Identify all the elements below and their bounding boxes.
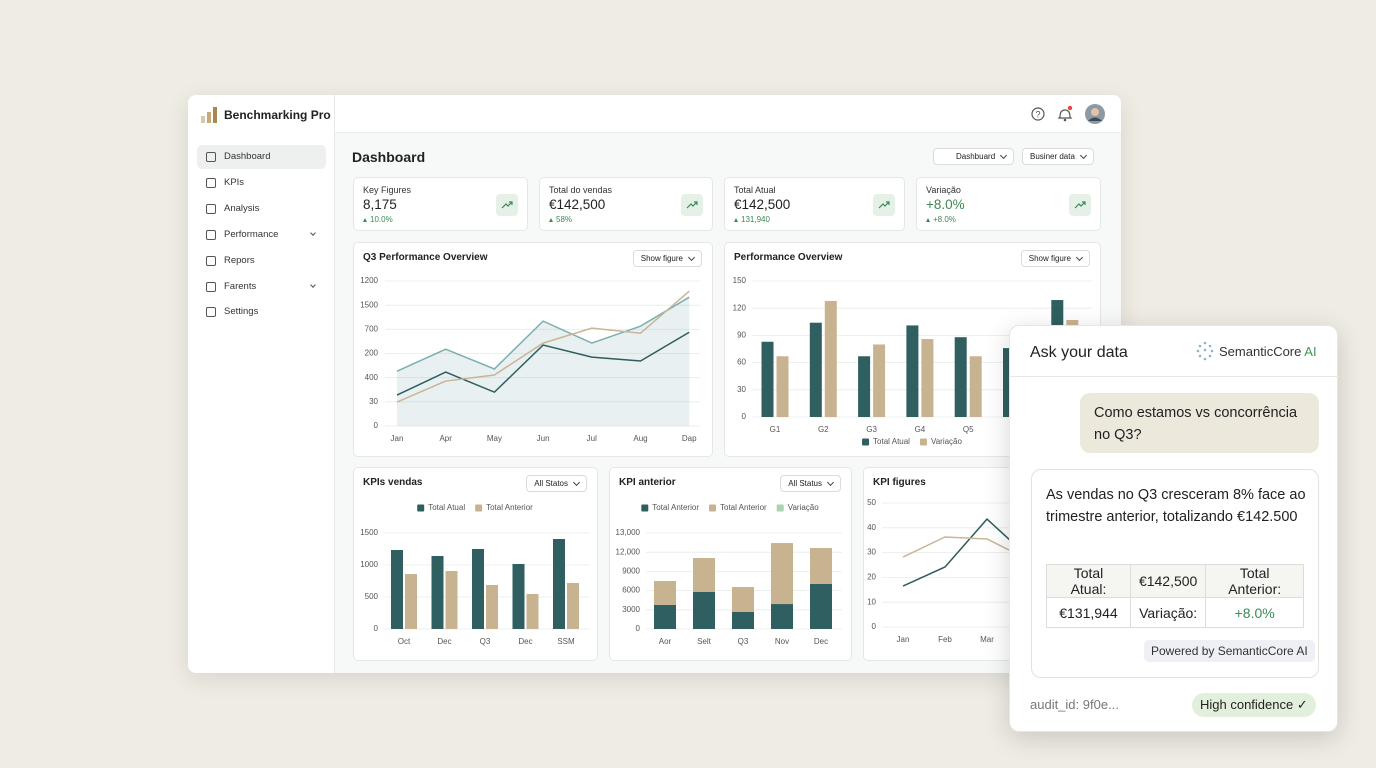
svg-text:?: ? (1035, 110, 1040, 120)
logo (201, 107, 217, 123)
notification-icon[interactable] (1057, 105, 1073, 123)
table-cell: Total Atual: (1046, 564, 1131, 598)
nav-item[interactable]: Repors (197, 249, 326, 273)
nav-icon (206, 307, 216, 318)
nav-item[interactable]: Farents (197, 275, 326, 299)
user-message: Como estamos vs concorrência no Q3? (1080, 393, 1319, 453)
delta-text: +8.0% (933, 215, 956, 224)
chart-title: Q3 Performance Overview (363, 252, 488, 263)
kpi-icon (1069, 194, 1091, 216)
chevron (310, 281, 316, 288)
avatar[interactable] (1085, 104, 1105, 124)
chart-title: Performance Overview (734, 252, 843, 263)
nav-icon (206, 255, 216, 266)
delta-text: 131,940 (741, 215, 770, 224)
chart-dropdown[interactable]: Show figure (1020, 250, 1090, 267)
nav-item[interactable]: Dashboard (197, 145, 326, 169)
kpi-card: Key Figures 8,175 10.0% (353, 177, 528, 231)
confidence-badge: High confidence ✓ (1192, 693, 1316, 717)
kpi-card: Total Atual €142,500 131,940 (724, 177, 905, 231)
powered-badge: Powered by SemanticCore AI (1144, 640, 1315, 662)
chart-panel: KPI anterior All Status (609, 467, 852, 661)
kpi-value: +8.0% (926, 197, 965, 212)
kpi-value: €142,500 (734, 197, 791, 212)
delta-text: 58% (556, 215, 573, 224)
delta-arrow (363, 218, 367, 222)
delta-arrow (734, 218, 738, 222)
app-name: Benchmarking Pro (224, 108, 331, 122)
delta-arrow (926, 218, 930, 222)
nav-item[interactable]: Performance (197, 223, 326, 247)
nav-item[interactable]: KPIs (197, 171, 326, 195)
table-cell: Total Anterior: (1205, 564, 1304, 598)
kpi-label: Total do vendas (549, 185, 613, 195)
chart-panel: KPIs vendas All Statos (353, 467, 598, 661)
nav-icon (206, 229, 216, 240)
delta-text: 10.0% (370, 215, 393, 224)
divider (1010, 376, 1339, 377)
table-cell: Variação: (1129, 597, 1207, 628)
table-body: Total Atual: €142,500 Total Anterior: €131,… (1046, 564, 1304, 628)
nav-icon (206, 152, 216, 162)
filter-dropdown[interactable]: Businer data (1022, 148, 1094, 165)
brand-text: SemanticCore (1219, 344, 1302, 359)
kpi-icon (496, 194, 518, 216)
help-icon[interactable]: ? (1030, 106, 1046, 122)
brand-suffix: AI (1304, 344, 1317, 359)
table-cell: +8.0% (1205, 597, 1304, 628)
assistant-panel: Ask your data SemanticCore AI Como estam… (1009, 325, 1339, 732)
table-cell: €131,944 (1046, 597, 1131, 628)
brand-logo (1196, 341, 1214, 361)
kpi-card: Variação +8.0% +8.0% (916, 177, 1101, 231)
nav-icon (206, 203, 216, 214)
kpi-label: Variação (926, 185, 961, 195)
answer-text: As vendas no Q3 cresceram 8% face ao tri… (1046, 487, 1306, 525)
kpi-delta: 10.0% (363, 215, 393, 224)
nav-icon (206, 281, 216, 292)
answer-box: As vendas no Q3 cresceram 8% face ao tri… (1031, 469, 1319, 678)
chart-title: KPI anterior (619, 477, 676, 488)
audit-id: audit_id: 9f0e... (1030, 697, 1119, 712)
delta-arrow (549, 218, 553, 222)
nav-item[interactable]: Analysis (197, 197, 326, 221)
kpi-delta: +8.0% (926, 215, 956, 224)
kpi-value: €142,500 (549, 197, 606, 212)
table-row: €131,944 Variação: +8.0% (1046, 597, 1304, 628)
chart-panel: Q3 Performance Overview Show figure (353, 242, 713, 457)
kpi-icon (681, 194, 703, 216)
chart-dropdown[interactable]: All Statos (526, 475, 587, 492)
answer-table: Total Atual: €142,500 Total Anterior: €131,… (1046, 564, 1304, 628)
table-row: Total Atual: €142,500 Total Anterior: (1046, 564, 1304, 598)
chart-title: KPI figures (873, 477, 926, 488)
kpi-delta: 58% (549, 215, 572, 224)
kpi-label: Total Atual (734, 185, 776, 195)
table-cell: €142,500 (1129, 564, 1207, 598)
sidebar: Benchmarking Pro Dashboard KPIs Analysis Pe… (188, 95, 335, 673)
kpi-card: Total do vendas €142,500 58% (539, 177, 713, 231)
kpi-value: 8,175 (363, 197, 397, 212)
top-bar: ? (335, 95, 1121, 133)
nav-item[interactable]: Settings (197, 300, 326, 324)
page-title: Dashboard (352, 149, 426, 165)
chart-title: KPIs vendas (363, 477, 423, 488)
app-window: Benchmarking Pro Dashboard KPIs Analysis Pe… (188, 95, 1121, 673)
assistant-title: Ask your data (1030, 344, 1128, 361)
chart-dropdown[interactable]: Show figure (632, 250, 702, 267)
kpi-label: Key Figures (363, 185, 412, 195)
chart-dropdown[interactable]: All Status (780, 475, 841, 492)
kpi-icon (873, 194, 895, 216)
chevron (310, 229, 316, 236)
brand-name: SemanticCore AI (1219, 344, 1317, 359)
filter-dropdown[interactable]: Dashbuard (933, 148, 1015, 165)
nav-icon (206, 177, 216, 188)
kpi-delta: 131,940 (734, 215, 770, 224)
